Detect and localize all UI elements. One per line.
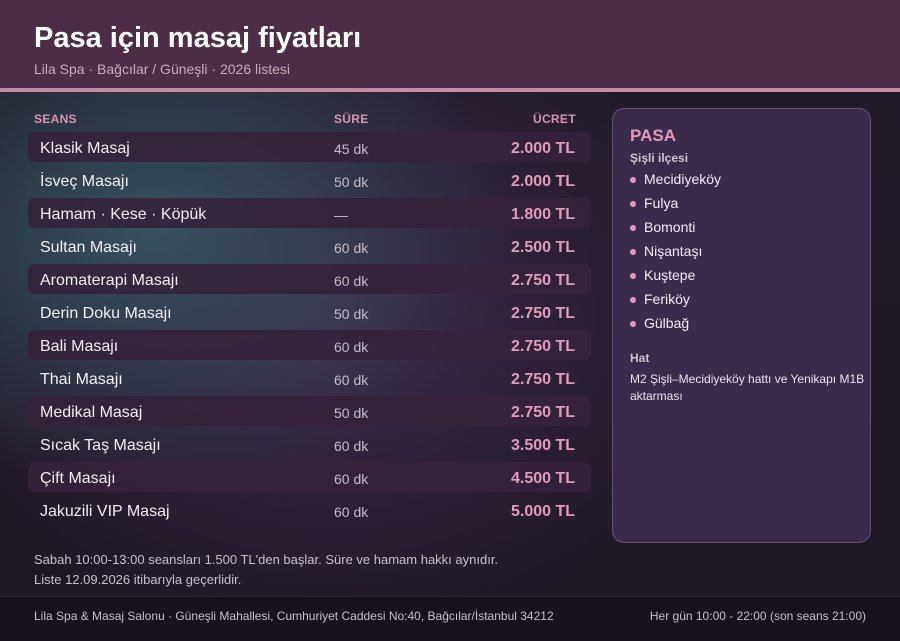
- service-price: 2.750 TL: [510, 404, 575, 421]
- neighborhood-name: Feriköy: [644, 291, 690, 307]
- service-duration: 50 dk: [334, 405, 369, 421]
- column-header-session: SEANS: [34, 112, 77, 126]
- service-duration: —: [334, 207, 348, 223]
- service-name: Medikal Masaj: [40, 404, 143, 421]
- validity-note: Liste 12.09.2026 itibarıyla geçerlidir.: [34, 572, 242, 587]
- table-row: Sıcak Taş Masajı 60 dk 3.500 TL: [28, 429, 591, 459]
- table-row: Hamam · Kese · Köpük — 1.800 TL: [28, 198, 591, 228]
- service-name: Thai Masajı: [40, 371, 123, 388]
- service-name: Derin Doku Masajı: [40, 305, 172, 322]
- page-subtitle: Lila Spa · Bağcılar / Güneşli · 2026 lis…: [34, 61, 291, 77]
- bullet-icon: [630, 273, 636, 279]
- table-row: Klasik Masaj 45 dk 2.000 TL: [28, 132, 591, 162]
- bullet-icon: [630, 225, 636, 231]
- pricing-note: Sabah 10:00-13:00 seansları 1.500 TL'den…: [34, 552, 499, 567]
- service-name: Klasik Masaj: [40, 140, 130, 157]
- neighborhood-name: Gülbağ: [644, 315, 690, 331]
- footer-address: Lila Spa & Masaj Salonu · Güneşli Mahall…: [34, 609, 554, 623]
- page-footer: Lila Spa & Masaj Salonu · Güneşli Mahall…: [0, 596, 900, 641]
- column-header-price: ÜCRET: [533, 112, 576, 126]
- table-row: Derin Doku Masajı 50 dk 2.750 TL: [28, 297, 591, 327]
- service-duration: 45 dk: [334, 141, 369, 157]
- table-row: Bali Masajı 60 dk 2.750 TL: [28, 330, 591, 360]
- neighborhood-name: Bomonti: [644, 219, 696, 235]
- bullet-icon: [630, 177, 636, 183]
- service-name: Sıcak Taş Masajı: [40, 437, 161, 454]
- service-duration: 60 dk: [334, 273, 369, 289]
- table-row: Sultan Masajı 60 dk 2.500 TL: [28, 231, 591, 261]
- service-price: 2.750 TL: [510, 272, 575, 289]
- service-duration: 60 dk: [334, 438, 369, 454]
- service-price: 2.750 TL: [510, 371, 575, 388]
- bullet-icon: [630, 249, 636, 255]
- service-price: 2.500 TL: [510, 239, 575, 256]
- table-row: Medikal Masaj 50 dk 2.750 TL: [28, 396, 591, 426]
- service-duration: 60 dk: [334, 504, 369, 520]
- table-row: Jakuzili VIP Masaj 60 dk 5.000 TL: [28, 495, 591, 525]
- service-duration: 60 dk: [334, 339, 369, 355]
- table-row: Aromaterapi Masajı 60 dk 2.750 TL: [28, 264, 591, 294]
- service-price: 3.500 TL: [510, 437, 575, 454]
- service-name: Aromaterapi Masajı: [40, 272, 179, 289]
- page-title: Pasa için masaj fiyatları: [34, 22, 362, 54]
- service-price: 2.750 TL: [510, 305, 575, 322]
- service-price: 4.500 TL: [510, 470, 575, 487]
- price-table: Klasik Masaj 45 dk 2.000 TL İsveç Masajı…: [28, 132, 591, 528]
- district-label: Şişli ilçesi: [630, 151, 689, 165]
- bullet-icon: [630, 201, 636, 207]
- neighborhood-name: Nişantaşı: [644, 243, 703, 259]
- service-name: Sultan Masajı: [40, 239, 137, 256]
- service-name: Jakuzili VIP Masaj: [40, 503, 170, 520]
- service-duration: 60 dk: [334, 471, 369, 487]
- transit-line-text: M2 Şişli–Mecidiyeköy hattı ve Yenikapı M…: [630, 372, 865, 403]
- service-duration: 50 dk: [334, 174, 369, 190]
- service-price: 2.750 TL: [510, 338, 575, 355]
- service-price: 1.800 TL: [510, 206, 575, 223]
- column-header-duration: SÜRE: [334, 112, 369, 126]
- service-name: Bali Masajı: [40, 338, 119, 355]
- service-name: İsveç Masajı: [40, 173, 129, 190]
- page-header: Pasa için masaj fiyatları Lila Spa · Bağ…: [0, 0, 900, 92]
- table-row: Thai Masajı 60 dk 2.750 TL: [28, 363, 591, 393]
- bullet-icon: [630, 297, 636, 303]
- service-name: Çift Masajı: [40, 470, 116, 487]
- service-name: Hamam · Kese · Köpük: [40, 206, 207, 223]
- service-duration: 60 dk: [334, 240, 369, 256]
- transit-line-title: Hat: [630, 351, 650, 365]
- neighborhood-name: Fulya: [644, 195, 679, 211]
- location-title: PASA: [630, 126, 676, 145]
- service-duration: 60 dk: [334, 372, 369, 388]
- table-row: Çift Masajı 60 dk 4.500 TL: [28, 462, 591, 492]
- location-panel: PASA Şişli ilçesi Mecidiyeköy Fulya Bomo…: [612, 108, 871, 543]
- neighborhood-name: Kuştepe: [644, 267, 696, 283]
- bullet-icon: [630, 321, 636, 327]
- service-price: 5.000 TL: [510, 503, 575, 520]
- service-price: 2.000 TL: [510, 173, 575, 190]
- footer-hours: Her gün 10:00 - 22:00 (son seans 21:00): [649, 609, 866, 623]
- service-duration: 50 dk: [334, 306, 369, 322]
- service-price: 2.000 TL: [510, 140, 575, 157]
- neighborhood-name: Mecidiyeköy: [644, 171, 722, 187]
- table-row: İsveç Masajı 50 dk 2.000 TL: [28, 165, 591, 195]
